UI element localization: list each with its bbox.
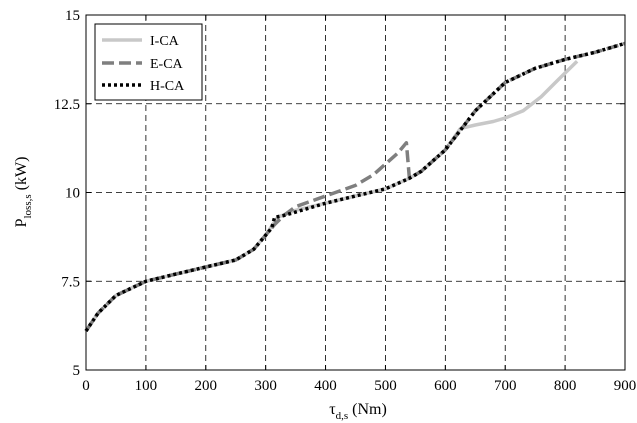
y-tick-label: 15 (65, 8, 80, 24)
x-tick-label: 100 (135, 378, 158, 394)
x-tick-label: 400 (314, 378, 337, 394)
tick-labels: 0 100 200 300 400 500 600 700 800 900 5 7.5 10 12.5 15 (54, 8, 637, 394)
x-axis-label-sub: d,s (336, 410, 349, 422)
x-tick-label: 200 (195, 378, 218, 394)
x-tick-label: 600 (434, 378, 457, 394)
x-tick-label: 500 (374, 378, 397, 394)
x-axis-label: τd,s (Nm) (329, 401, 387, 422)
y-axis-label-unit: (kW) (13, 157, 30, 195)
series-line-i-ca (84, 59, 579, 332)
y-axis-label-main: P (13, 218, 30, 227)
y-tick-label: 10 (65, 186, 80, 202)
x-axis-label-unit: (Nm) (348, 401, 387, 418)
y-axis-label: Ploss,s (kW) (13, 157, 34, 228)
series-layer (84, 41, 626, 332)
x-tick-label: 700 (494, 378, 517, 394)
x-tick-label: 900 (614, 378, 637, 394)
x-tick-label: 0 (82, 378, 90, 394)
x-axis-label-main: τ (329, 401, 336, 418)
x-tick-label: 800 (554, 378, 577, 394)
y-tick-label: 7.5 (61, 274, 80, 290)
legend: I-CA E-CA H-CA (94, 23, 203, 101)
y-tick-label: 5 (73, 363, 81, 379)
ticks (85, 14, 626, 371)
legend-label-h-ca: H-CA (150, 79, 185, 94)
y-tick-label: 12.5 (54, 97, 80, 113)
y-axis-label-sub: loss,s (22, 194, 34, 218)
x-tick-label: 300 (254, 378, 277, 394)
legend-label-e-ca: E-CA (150, 57, 184, 72)
legend-label-i-ca: I-CA (150, 34, 180, 49)
grid (86, 15, 625, 370)
